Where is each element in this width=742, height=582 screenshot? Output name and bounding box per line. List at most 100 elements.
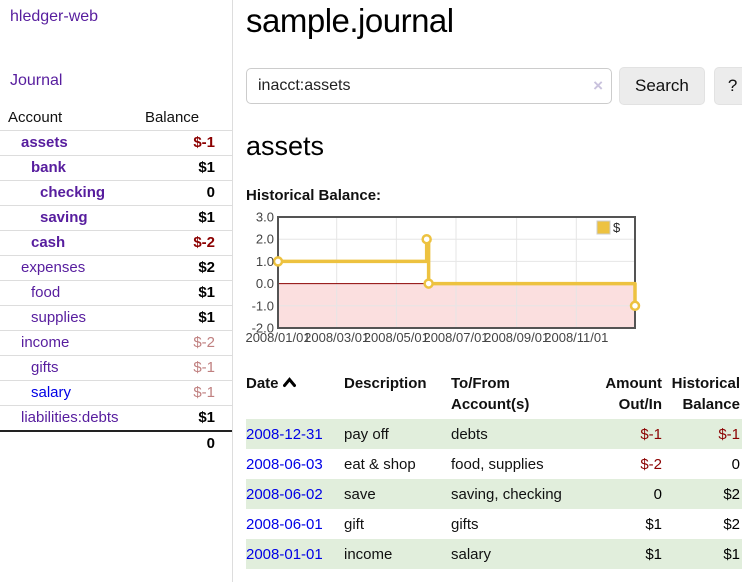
transaction-balance: $-1 xyxy=(718,426,740,443)
svg-text:2008/01/01: 2008/01/01 xyxy=(245,330,310,345)
transaction-date-link[interactable]: 2008-06-02 xyxy=(246,486,323,503)
account-row-checking: checking 0 xyxy=(0,181,232,206)
transaction-amount: 0 xyxy=(653,486,662,503)
transaction-amount: $1 xyxy=(645,546,662,563)
transaction-amount: $-1 xyxy=(640,426,662,443)
search-button[interactable]: Search xyxy=(619,67,705,105)
account-link-supplies[interactable]: supplies xyxy=(31,309,87,326)
svg-text:3.0: 3.0 xyxy=(256,210,274,225)
transaction-row: 2008-01-01 income salary $1 $1 xyxy=(246,539,742,569)
account-row-assets: assets $-1 xyxy=(0,131,232,156)
account-balance: $2 xyxy=(198,259,215,276)
account-balance: $1 xyxy=(198,284,215,301)
account-row-liabilities-debts: liabilities:debts $1 xyxy=(0,406,232,431)
svg-text:2008/11/01: 2008/11/01 xyxy=(544,330,608,345)
svg-text:-2.0: -2.0 xyxy=(252,321,274,336)
account-table-header: Account Balance xyxy=(0,106,232,131)
account-link-gifts[interactable]: gifts xyxy=(31,359,59,376)
transaction-description: eat & shop xyxy=(344,456,416,473)
search-input[interactable] xyxy=(246,68,612,104)
sort-ascending-icon xyxy=(282,373,296,394)
transaction-accounts: food, supplies xyxy=(451,456,544,473)
account-row-cash: cash $-2 xyxy=(0,231,232,256)
column-header-date[interactable]: Date xyxy=(246,369,344,419)
transaction-accounts: gifts xyxy=(451,516,479,533)
transaction-accounts: debts xyxy=(451,419,582,449)
main-content: sample.journal × Search ? assets Histori… xyxy=(233,0,742,582)
register-header-row: Date Description To/From Account(s) Amou… xyxy=(246,369,742,419)
account-link-salary[interactable]: salary xyxy=(31,384,72,401)
svg-text:2008/03/01: 2008/03/01 xyxy=(304,330,369,345)
account-row-food: food $1 xyxy=(0,281,232,306)
account-row-income: income $-2 xyxy=(0,331,232,356)
account-link-liabilities-debts[interactable]: liabilities:debts xyxy=(21,409,119,426)
account-balance: $1 xyxy=(198,309,215,326)
transaction-date-link[interactable]: 2008-06-03 xyxy=(246,456,323,473)
account-row-salary: salary $-1 xyxy=(0,381,232,406)
svg-text:2.0: 2.0 xyxy=(256,232,274,247)
account-balance: $1 xyxy=(198,159,215,176)
account-balance: $-1 xyxy=(193,359,215,376)
account-link-cash[interactable]: cash xyxy=(31,234,66,251)
account-balance: $-1 xyxy=(193,134,215,151)
accounts-total: 0 xyxy=(206,435,215,452)
transaction-row: 2008-12-31 pay off debts $-1 $-1 xyxy=(246,419,742,449)
column-header-balance: Historical Balance xyxy=(671,375,740,413)
chart-title: Historical Balance: xyxy=(246,187,382,204)
transaction-description: pay off xyxy=(344,419,451,449)
account-row-bank: bank $1 xyxy=(0,156,232,181)
search-form: × Search ? xyxy=(246,67,742,105)
transaction-balance: $2 xyxy=(723,516,740,533)
account-link-income[interactable]: income xyxy=(21,334,70,351)
balance-chart-svg: $3.0 2.0 1.0 0.0 -1.0 -2.02008/01/012008/03/0… xyxy=(245,210,641,345)
sidebar: hledger-web Journal Account Balance asse… xyxy=(0,0,233,582)
historical-balance-chart: $3.0 2.0 1.0 0.0 -1.0 -2.0 2008/01/01 2008/03/0… xyxy=(245,210,742,349)
account-row-supplies: supplies $1 xyxy=(0,306,232,331)
account-balance: $1 xyxy=(198,409,215,426)
svg-text:2008/09/01: 2008/09/01 xyxy=(484,330,549,345)
column-header-amount: Amount Out/In xyxy=(605,375,662,413)
transaction-date-link[interactable]: 2008-06-01 xyxy=(246,516,323,533)
svg-text:$: $ xyxy=(613,220,621,235)
page-title: sample.journal xyxy=(246,2,454,39)
account-row-gifts: gifts $-1 xyxy=(0,356,232,381)
transaction-balance: $1 xyxy=(723,546,740,563)
svg-text:0.0: 0.0 xyxy=(256,276,274,291)
balance-column-header: Balance xyxy=(144,109,200,126)
transaction-amount: $1 xyxy=(645,516,662,533)
svg-text:1.0: 1.0 xyxy=(256,254,274,269)
account-link-checking[interactable]: checking xyxy=(40,184,106,201)
transaction-date-link[interactable]: 2008-01-01 xyxy=(246,546,323,563)
account-column-header: Account xyxy=(8,109,63,126)
transaction-description: save xyxy=(344,479,451,509)
account-link-bank[interactable]: bank xyxy=(31,159,67,176)
help-button[interactable]: ? xyxy=(713,67,742,105)
account-balance-table: Account Balance assets $-1 bank $1 check… xyxy=(0,106,232,456)
account-total-row: 0 xyxy=(0,431,232,456)
sidebar-item-journal[interactable]: Journal xyxy=(10,72,63,89)
account-balance: $1 xyxy=(198,209,215,226)
transaction-description: gift xyxy=(344,516,365,533)
account-link-food[interactable]: food xyxy=(31,284,61,301)
brand-link[interactable]: hledger-web xyxy=(10,8,99,25)
account-balance: $-2 xyxy=(193,234,215,251)
transaction-description: income xyxy=(344,539,451,569)
account-link-saving[interactable]: saving xyxy=(40,209,88,226)
account-balance: $-1 xyxy=(193,384,215,401)
svg-text:2008/07/01: 2008/07/01 xyxy=(423,330,488,345)
transaction-date-link[interactable]: 2008-12-31 xyxy=(246,426,323,443)
account-row-expenses: expenses $2 xyxy=(0,256,232,281)
account-link-assets[interactable]: assets xyxy=(21,134,68,151)
transaction-balance: 0 xyxy=(731,456,740,473)
account-link-expenses[interactable]: expenses xyxy=(21,259,86,276)
transaction-row: 2008-06-03 eat & shop food, supplies $-2… xyxy=(246,449,742,479)
transaction-amount: $-2 xyxy=(640,456,662,473)
register-table: Date Description To/From Account(s) Amou… xyxy=(246,369,742,569)
transaction-row: 2008-06-01 gift gifts $1 $2 xyxy=(246,509,742,539)
transaction-balance: $2 xyxy=(723,486,740,503)
account-balance: 0 xyxy=(206,184,215,201)
transaction-row: 2008-06-02 save saving, checking 0 $2 xyxy=(246,479,742,509)
clear-search-icon[interactable]: × xyxy=(593,76,603,95)
transaction-accounts: salary xyxy=(451,539,582,569)
